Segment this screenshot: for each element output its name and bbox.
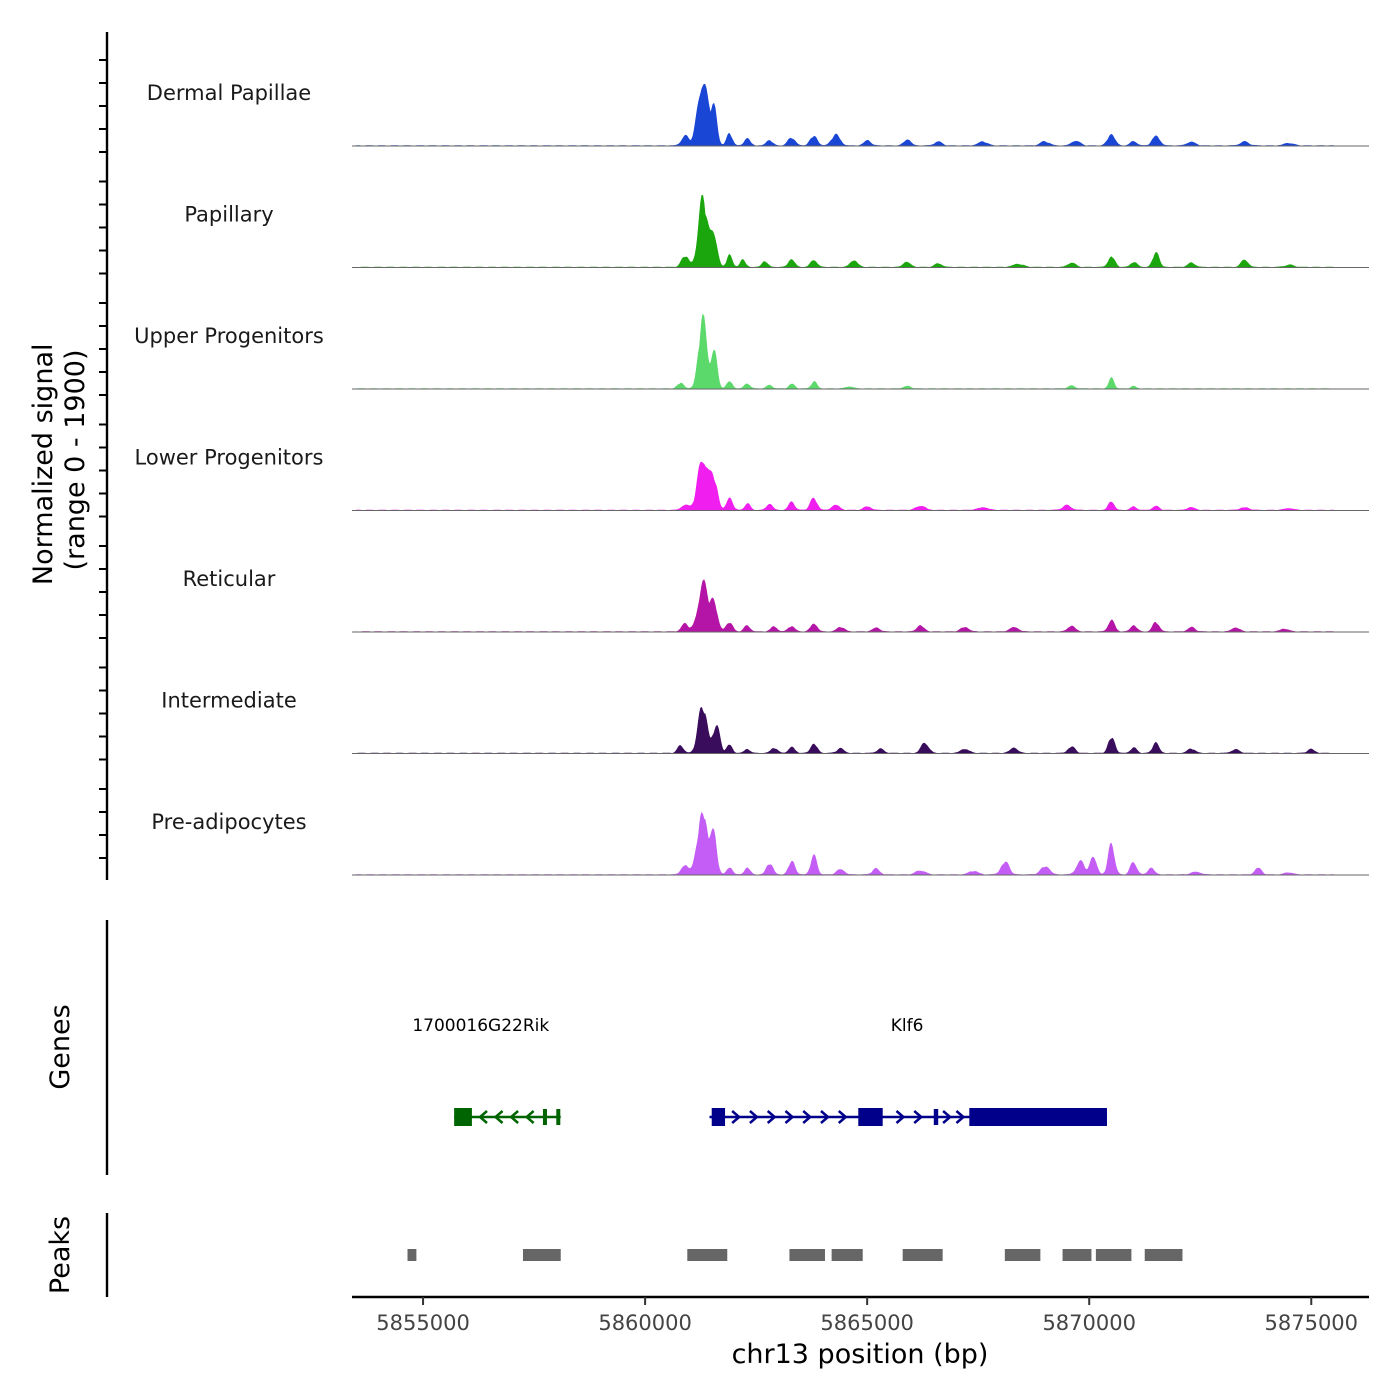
y-axis-title-line1: Normalized signal [28,344,59,586]
peak-region [1095,1249,1132,1261]
x-tick-label: 5865000 [820,1311,914,1335]
peak-region [407,1249,417,1261]
coverage-area-papillary [356,195,1334,268]
peaks-panel: Peaks [45,1213,1183,1297]
signal-y-axis-title: Normalized signal (range 0 - 1900) [28,335,91,585]
gene-exon [556,1109,561,1125]
gene-klf6: Klf6 [709,1016,1107,1126]
coverage-area-upper-progenitors [356,313,1334,390]
strand-arrow [895,1110,906,1124]
x-axis: 5855000 5860000 5865000 5870000 5875000 chr1… [352,1295,1369,1370]
peak-region [831,1249,863,1261]
track-dermal-papillae: Dermal Papillae [147,81,1369,147]
strand-arrow [820,1110,830,1124]
strand-arrow [955,1110,966,1124]
strand-arrow [493,1110,504,1124]
strand-arrow [524,1110,535,1124]
gene-exon [454,1108,472,1126]
track-label-intermediate: Intermediate [161,689,297,713]
gene-exon [969,1108,1107,1126]
strand-arrow [784,1110,795,1124]
peak-region [687,1249,728,1261]
signal-panel: Normalized signal (range 0 - 1900) Derma… [28,32,1369,880]
track-upper-progenitors: Upper Progenitors [134,313,1369,390]
coverage-area-reticular [356,579,1334,633]
track-papillary: Papillary [184,195,1369,268]
track-intermediate: Intermediate [161,689,1369,754]
signal-tracks: Dermal Papillae Papillary Upper Progenitor… [134,81,1369,876]
peak-regions [407,1249,1183,1261]
strand-arrow [749,1110,759,1124]
strand-arrow [478,1110,488,1124]
gene-label-klf6: Klf6 [891,1016,924,1036]
track-label-dermal-papillae: Dermal Papillae [147,81,311,105]
y-axis-title-line2: (range 0 - 1900) [60,350,91,571]
x-axis-title: chr13 position (bp) [732,1339,989,1370]
track-lower-progenitors: Lower Progenitors [135,446,1369,511]
gene-exon [933,1109,939,1125]
strand-arrow [913,1110,924,1124]
coverage-area-dermal-papillae [356,83,1334,147]
strand-arrow [766,1110,777,1124]
peak-region [1004,1249,1041,1261]
strand-arrow [731,1110,742,1124]
x-tick-label: 5860000 [598,1311,692,1335]
track-pre-adipocytes: Pre-adipocytes [151,810,1369,876]
coverage-area-pre-adipocytes [356,811,1334,876]
peak-region [1062,1249,1092,1261]
strand-arrow [802,1110,813,1124]
strand-arrow [942,1110,953,1124]
track-label-papillary: Papillary [184,203,273,227]
signal-y-ticks [99,59,107,859]
x-tick-label: 5855000 [376,1311,470,1335]
peaks-y-axis-title: Peaks [45,1216,76,1294]
track-label-lower-progenitors: Lower Progenitors [135,446,324,470]
strand-arrow [837,1110,848,1124]
peak-region [522,1249,561,1261]
gene-exon [542,1109,547,1125]
track-reticular: Reticular [183,567,1369,633]
peak-region [789,1249,825,1261]
coverage-area-lower-progenitors [356,461,1334,511]
genes-panel: Genes 1700016G22Rik Klf6 [45,920,1107,1175]
track-label-reticular: Reticular [183,567,276,591]
x-tick-label: 5870000 [1042,1311,1136,1335]
gene-exon [711,1108,726,1126]
strand-arrow [509,1110,519,1124]
peak-region [1144,1249,1183,1261]
coverage-area-intermediate [356,706,1334,754]
track-label-upper-progenitors: Upper Progenitors [134,324,324,348]
track-label-pre-adipocytes: Pre-adipocytes [151,810,306,834]
gene-exon [858,1108,883,1126]
x-ticks: 5855000 5860000 5865000 5870000 5875000 [376,1297,1358,1335]
gene-1700016g22rik: 1700016G22Rik [412,1016,561,1126]
x-tick-label: 5875000 [1265,1311,1359,1335]
genes-y-axis-title: Genes [45,1004,76,1089]
gene-models: 1700016G22Rik Klf6 [412,1016,1107,1126]
peak-region [902,1249,943,1261]
gene-label-1700016g22rik: 1700016G22Rik [412,1016,549,1036]
